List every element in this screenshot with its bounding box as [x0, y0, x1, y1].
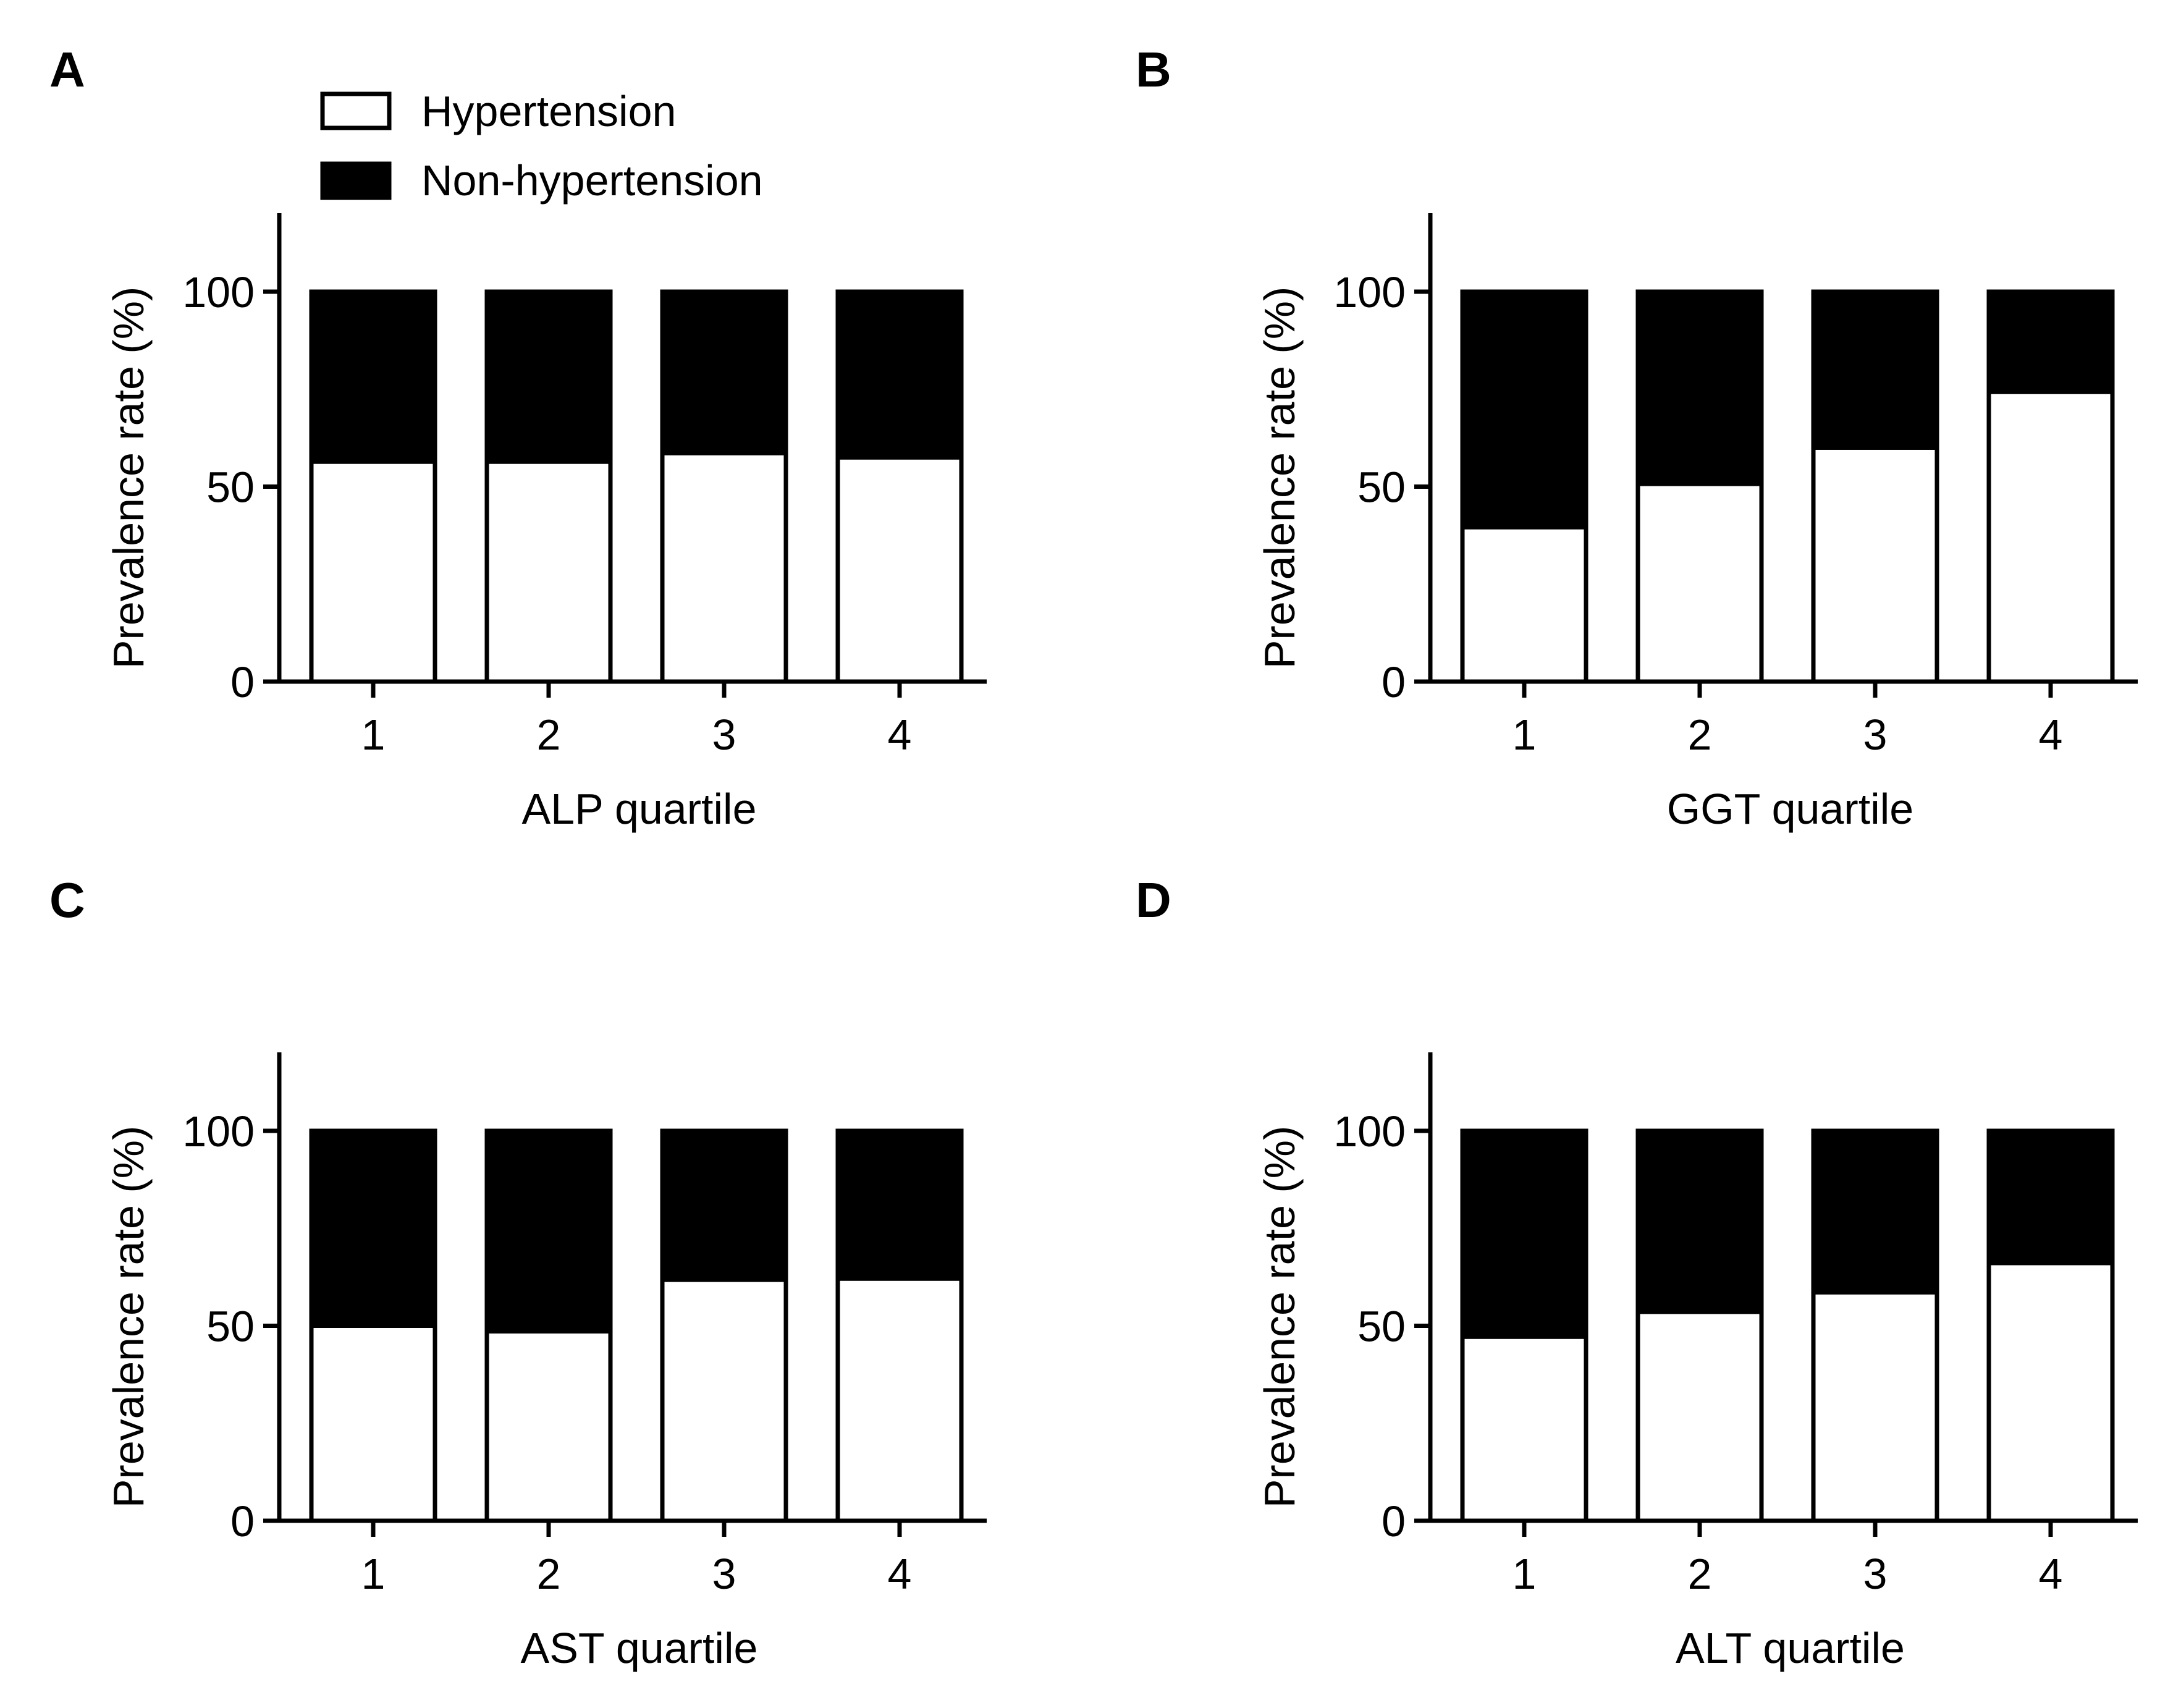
panel-a: A 0 50 100 1 2 3 4 ALP quartile Prevalen… — [49, 42, 987, 833]
panel-d-bar-1-hypertension — [1460, 1334, 1588, 1523]
panel-b-y-axis-label: Prevalence rate (%) — [1255, 287, 1304, 669]
panel-d-x-axis-label: ALT quartile — [1676, 1624, 1905, 1672]
panel-d-y-tick-100: 100 — [1333, 1107, 1406, 1156]
panel-b-bar-4-hypertension — [1986, 389, 2115, 684]
panel-d-bars — [1460, 1128, 2115, 1523]
panel-a-bars — [309, 289, 964, 684]
panel-b-x-axis-label: GGT quartile — [1667, 785, 1913, 833]
panel-c-y-tick-100: 100 — [182, 1107, 255, 1156]
panel-b-x-tick-3: 3 — [1863, 711, 1888, 759]
panel-c-x-tick-3: 3 — [712, 1550, 736, 1598]
panel-b-bar-1-hypertension — [1460, 525, 1588, 684]
panel-letter-a: A — [49, 42, 85, 97]
panel-a-x-tick-3: 3 — [712, 711, 736, 759]
panel-a-bar-3-hypertension — [660, 450, 788, 684]
panel-d-bar-4-hypertension — [1986, 1261, 2115, 1523]
panel-d-y-tick-0: 0 — [1382, 1497, 1406, 1545]
panel-a-x-tick-2: 2 — [537, 711, 561, 759]
panel-a-bar-2-non-hypertension — [484, 289, 613, 464]
panel-c-y-tick-0: 0 — [230, 1497, 255, 1545]
panel-b-bar-2-hypertension — [1635, 481, 1764, 684]
panel-d-axes — [1414, 1052, 2138, 1537]
panel-letter-b: B — [1136, 42, 1171, 97]
panel-c-bar-2-hypertension — [484, 1329, 613, 1523]
panel-c-x-tick-2: 2 — [537, 1550, 561, 1598]
panel-a-bar-3-non-hypertension — [660, 289, 788, 455]
panel-c-x-tick-4: 4 — [888, 1550, 912, 1598]
panel-a-x-axis-label: ALP quartile — [521, 785, 756, 833]
panel-a-y-axis-label: Prevalence rate (%) — [104, 287, 153, 669]
panel-letter-c: C — [49, 873, 85, 928]
panel-b-axes — [1414, 213, 2138, 698]
panel-b-y-tick-0: 0 — [1382, 658, 1406, 706]
panel-letter-d: D — [1136, 873, 1171, 928]
legend-label-hypertension: Hypertension — [421, 87, 676, 135]
panel-a-axes — [263, 213, 987, 698]
panel-c-bars — [309, 1128, 964, 1523]
panel-b-bar-3-non-hypertension — [1811, 289, 1939, 450]
panel-a-bar-1-hypertension — [309, 459, 437, 684]
panel-c-x-axis-label: AST quartile — [521, 1624, 758, 1672]
panel-d-x-tick-1: 1 — [1512, 1550, 1537, 1598]
panel-d-y-tick-50: 50 — [1357, 1303, 1406, 1351]
panel-b-bar-2-non-hypertension — [1635, 289, 1764, 486]
panel-c-bar-1-non-hypertension — [309, 1128, 437, 1328]
panel-b-bar-1-non-hypertension — [1460, 289, 1588, 530]
panel-c-x-tick-1: 1 — [361, 1550, 386, 1598]
panel-d-bar-2-non-hypertension — [1635, 1128, 1764, 1314]
panel-b-x-tick-1: 1 — [1512, 711, 1537, 759]
panel-d-bar-2-hypertension — [1635, 1309, 1764, 1523]
panel-d-x-tick-4: 4 — [2039, 1550, 2063, 1598]
panel-d-x-tick-2: 2 — [1688, 1550, 1712, 1598]
panel-d-bar-3-hypertension — [1811, 1290, 1939, 1523]
panel-c-y-axis-label: Prevalence rate (%) — [104, 1126, 153, 1508]
panel-c: C 0 50 100 1 2 3 4 AST quartile Prevalen… — [49, 873, 987, 1672]
panel-d-bar-4-non-hypertension — [1986, 1128, 2115, 1266]
legend-label-non-hypertension: Non-hypertension — [421, 156, 763, 205]
panel-a-x-tick-4: 4 — [888, 711, 912, 759]
panel-a-bar-2-hypertension — [484, 459, 613, 684]
panel-c-bar-4-hypertension — [835, 1276, 964, 1523]
panel-c-axes — [263, 1052, 987, 1537]
panel-a-y-tick-0: 0 — [230, 658, 255, 706]
panel-b-bars — [1460, 289, 2115, 684]
panel-d-bar-1-non-hypertension — [1460, 1128, 1588, 1339]
panel-b-y-tick-100: 100 — [1333, 268, 1406, 316]
panel-c-bar-3-hypertension — [660, 1277, 788, 1523]
panel-b: B 0 50 100 1 2 3 4 GGT quartile Prevalen… — [1136, 42, 2138, 833]
panel-c-bar-3-non-hypertension — [660, 1128, 788, 1282]
panel-a-y-tick-100: 100 — [182, 268, 255, 316]
panel-b-x-tick-2: 2 — [1688, 711, 1712, 759]
legend-swatch-hypertension — [320, 91, 392, 130]
panel-c-y-tick-50: 50 — [206, 1303, 255, 1351]
panel-a-x-tick-1: 1 — [361, 711, 386, 759]
legend: Hypertension Non-hypertension — [320, 87, 763, 205]
panel-c-bar-1-hypertension — [309, 1324, 437, 1523]
panel-a-bar-4-non-hypertension — [835, 289, 964, 460]
panel-d-bar-3-non-hypertension — [1811, 1128, 1939, 1295]
panel-b-y-tick-50: 50 — [1357, 463, 1406, 512]
panel-b-bar-3-hypertension — [1811, 445, 1939, 684]
panel-d-y-axis-label: Prevalence rate (%) — [1255, 1126, 1304, 1508]
panel-d: D 0 50 100 1 2 3 4 ALT quartile Prevalen… — [1136, 873, 2138, 1672]
panel-a-bar-4-hypertension — [835, 455, 964, 684]
panel-d-x-tick-3: 3 — [1863, 1550, 1888, 1598]
panel-c-bar-2-non-hypertension — [484, 1128, 613, 1334]
panel-a-y-tick-50: 50 — [206, 463, 255, 512]
legend-swatch-non-hypertension — [320, 161, 392, 200]
panel-c-bar-4-non-hypertension — [835, 1128, 964, 1281]
panel-a-bar-1-non-hypertension — [309, 289, 437, 464]
panel-b-bar-4-non-hypertension — [1986, 289, 2115, 394]
panel-b-x-tick-4: 4 — [2039, 711, 2063, 759]
